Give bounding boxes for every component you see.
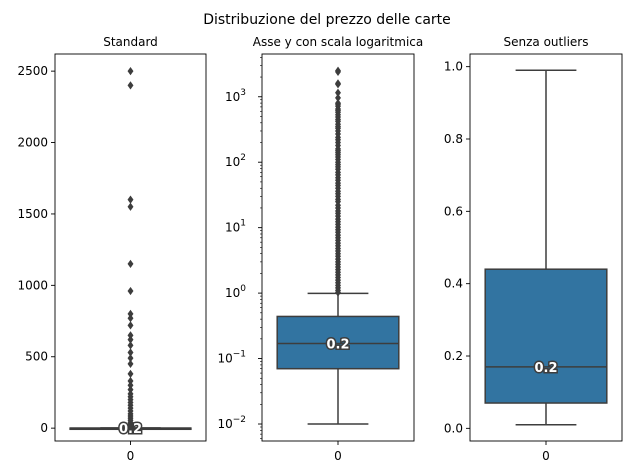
median-label: 0.2 xyxy=(326,337,349,352)
x-tick-label: 0 xyxy=(334,449,342,463)
outlier-point xyxy=(127,321,134,330)
subplot-2: Asse y con scala logaritmica 10−2 10−1 100 1… xyxy=(217,35,423,463)
y-tick-label: 500 xyxy=(25,350,48,364)
axes-frame xyxy=(54,53,207,442)
y-tick-label: 1.0 xyxy=(444,60,463,74)
y-tick-label: 2500 xyxy=(17,64,48,78)
y-tick-label: 0.8 xyxy=(444,132,463,146)
outlier-point xyxy=(127,341,134,350)
outlier-point xyxy=(127,259,134,269)
subplot-3: Senza outliers 0.0 0.2 0.4 0.6 0.8 1.0 0 0.2 xyxy=(444,35,623,463)
y-tick-label: 0.6 xyxy=(444,204,463,218)
x-tick-label: 0 xyxy=(127,449,135,463)
y-tick-label: 0.2 xyxy=(444,349,463,363)
x-tick-label: 0 xyxy=(542,449,550,463)
axes-frame xyxy=(469,53,623,442)
outlier-point xyxy=(127,286,134,296)
y-tick-label: 100 xyxy=(225,284,246,300)
y-tick-label: 0.4 xyxy=(444,277,463,291)
outlier-point xyxy=(127,67,134,76)
outlier-point xyxy=(335,80,341,89)
outlier-point xyxy=(127,195,134,204)
median-label: 0.2 xyxy=(119,422,142,437)
median-label: 0.2 xyxy=(534,361,557,376)
outlier-point xyxy=(335,67,341,76)
subplot-title: Senza outliers xyxy=(504,35,589,49)
y-tick-label: 0 xyxy=(40,421,48,435)
y-tick-label: 1000 xyxy=(17,278,48,292)
y-tick-label: 10−1 xyxy=(217,350,246,366)
outlier-point xyxy=(335,288,341,297)
y-tick-label: 0.0 xyxy=(444,421,463,435)
subplot-title: Standard xyxy=(103,35,158,49)
y-tick-label: 1500 xyxy=(17,207,48,221)
y-tick-label: 103 xyxy=(225,88,246,104)
outlier-point xyxy=(127,423,134,433)
y-tick-label: 101 xyxy=(225,219,246,235)
subplot-title: Asse y con scala logaritmica xyxy=(253,35,423,49)
outlier-point xyxy=(127,81,134,90)
box xyxy=(484,268,608,404)
outlier-point xyxy=(127,369,134,378)
figure-title: Distribuzione del prezzo delle carte xyxy=(203,12,451,28)
axes-frame xyxy=(261,53,415,442)
outlier-point xyxy=(127,359,134,368)
subplot-1: Standard 0 500 1000 1500 2000 2500 0 0.2 xyxy=(17,35,207,463)
outlier-point xyxy=(127,314,134,323)
y-tick-label: 2000 xyxy=(17,136,48,150)
box xyxy=(276,315,400,370)
y-tick-label: 10−2 xyxy=(217,415,246,431)
outlier-point xyxy=(127,202,134,211)
y-tick-label: 102 xyxy=(225,153,246,169)
